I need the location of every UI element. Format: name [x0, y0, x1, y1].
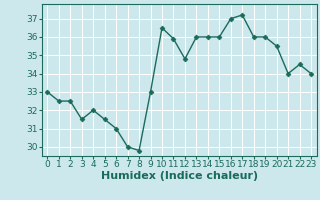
X-axis label: Humidex (Indice chaleur): Humidex (Indice chaleur) [100, 171, 258, 181]
